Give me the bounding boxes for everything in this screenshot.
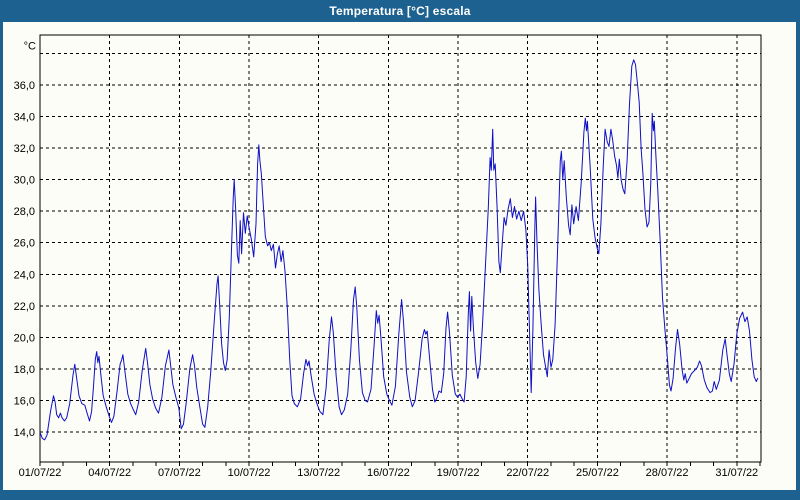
y-tick-label: 14,0 <box>14 427 35 439</box>
x-tick-label: 19/07/22 <box>437 467 480 479</box>
y-tick-label: 18,0 <box>14 364 35 376</box>
chart-panel <box>3 22 796 490</box>
series-line-temperatura <box>40 59 759 441</box>
window-title: Temperatura [°C] escala <box>329 4 471 18</box>
y-tick-label: 24,0 <box>14 269 35 281</box>
x-tick-label: 01/07/22 <box>19 467 62 479</box>
x-tick-label: 04/07/22 <box>88 467 131 479</box>
x-tick-label: 28/07/22 <box>646 467 689 479</box>
y-axis-unit-label: °C <box>24 40 36 52</box>
x-tick-label: 16/07/22 <box>367 467 410 479</box>
x-tick-label: 25/07/22 <box>576 467 619 479</box>
y-tick-label: 32,0 <box>14 143 35 155</box>
x-tick-label: 07/07/22 <box>158 467 201 479</box>
y-tick-label: 26,0 <box>14 238 35 250</box>
x-tick-label: 22/07/22 <box>506 467 549 479</box>
x-tick-label: 10/07/22 <box>228 467 271 479</box>
window-titlebar: Temperatura [°C] escala <box>0 0 800 22</box>
y-tick-label: 20,0 <box>14 332 35 344</box>
plot-border <box>39 34 762 463</box>
y-tick-label: 16,0 <box>14 395 35 407</box>
x-tick-label: 13/07/22 <box>297 467 340 479</box>
y-tick-label: 30,0 <box>14 175 35 187</box>
y-tick-label: 36,0 <box>14 80 35 92</box>
y-tick-label: 22,0 <box>14 301 35 313</box>
y-tick-label: 34,0 <box>14 112 35 124</box>
y-tick-label: 28,0 <box>14 206 35 218</box>
x-tick-label: 31/07/22 <box>715 467 758 479</box>
